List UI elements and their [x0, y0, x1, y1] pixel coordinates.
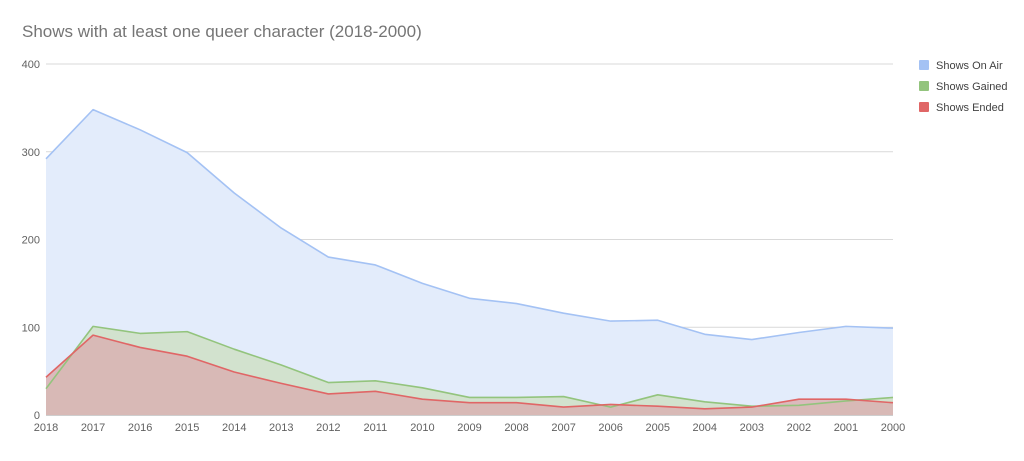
y-tick-label: 100 [22, 322, 40, 334]
legend-swatch [919, 81, 929, 91]
line-shows-ended [45, 334, 894, 410]
x-tick-label: 2016 [128, 422, 152, 434]
legend-label: Shows Ended [936, 102, 1004, 114]
legend-label: Shows On Air [936, 60, 1003, 72]
area-shows-ended [46, 335, 893, 415]
x-tick-label: 2010 [410, 422, 434, 434]
x-tick-label: 2011 [364, 422, 388, 434]
x-tick-label: 2017 [81, 422, 105, 434]
x-tick-label: 2001 [834, 422, 858, 434]
x-tick-label: 2014 [222, 422, 246, 434]
x-tick-label: 2013 [269, 422, 293, 434]
x-tick-label: 2007 [551, 422, 575, 434]
y-tick-label: 0 [34, 410, 40, 422]
line-shows-gained [45, 325, 894, 408]
y-tick-label: 200 [22, 235, 40, 247]
x-tick-label: 2004 [693, 422, 717, 434]
y-tick-label: 400 [22, 59, 40, 71]
series-lines [45, 108, 894, 410]
x-tick-label: 2005 [645, 422, 669, 434]
x-tick-label: 2003 [740, 422, 764, 434]
legend-swatch [919, 102, 929, 112]
x-tick-label: 2000 [881, 422, 905, 434]
y-tick-label: 300 [22, 147, 40, 159]
axis-ticks: 0 100 200 300 400 2018 2017 2016 2015 2014 2013 201… [22, 59, 906, 434]
x-tick-label: 2008 [504, 422, 528, 434]
x-tick-label: 2012 [316, 422, 340, 434]
series-areas [46, 109, 893, 415]
chart-title: Shows with at least one queer character … [22, 22, 422, 41]
legend: Shows On Air Shows Gained Shows Ended [919, 60, 1008, 114]
line-shows-on-air [45, 108, 894, 341]
x-tick-label: 2006 [598, 422, 622, 434]
area-shows-on-air [46, 109, 893, 415]
x-tick-label: 2015 [175, 422, 199, 434]
legend-swatch [919, 60, 929, 70]
legend-label: Shows Gained [936, 81, 1008, 93]
x-tick-label: 2018 [34, 422, 58, 434]
x-tick-label: 2002 [787, 422, 811, 434]
x-tick-label: 2009 [457, 422, 481, 434]
